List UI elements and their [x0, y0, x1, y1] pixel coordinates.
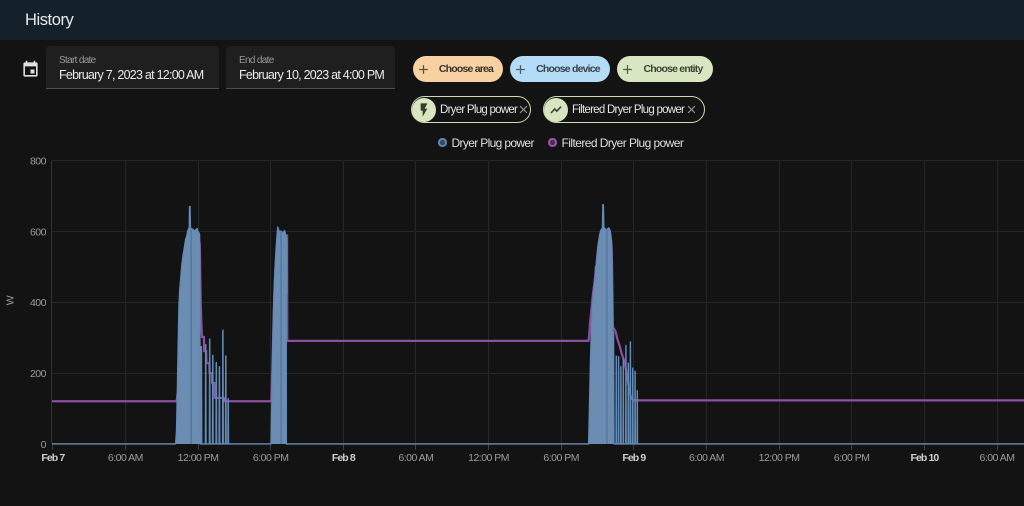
svg-text:6:00 PM: 6:00 PM	[834, 452, 870, 464]
svg-text:Feb 9: Feb 9	[622, 452, 646, 464]
svg-text:Feb 7: Feb 7	[41, 452, 65, 464]
svg-text:0: 0	[41, 439, 47, 451]
svg-text:400: 400	[30, 297, 47, 309]
svg-text:Feb 8: Feb 8	[332, 452, 356, 464]
svg-text:6:00 PM: 6:00 PM	[253, 452, 289, 464]
svg-text:600: 600	[30, 226, 47, 238]
svg-text:12:00 PM: 12:00 PM	[178, 452, 219, 464]
svg-text:Feb 10: Feb 10	[910, 452, 939, 464]
svg-text:12:00 PM: 12:00 PM	[468, 452, 509, 464]
svg-text:6:00 PM: 6:00 PM	[543, 452, 579, 464]
svg-text:6:00 AM: 6:00 AM	[398, 452, 433, 464]
svg-text:6:00 AM: 6:00 AM	[979, 452, 1014, 464]
svg-text:6:00 AM: 6:00 AM	[689, 452, 724, 464]
svg-text:12:00 PM: 12:00 PM	[759, 452, 800, 464]
svg-text:6:00 AM: 6:00 AM	[108, 452, 143, 464]
svg-text:W: W	[5, 295, 17, 305]
svg-text:800: 800	[30, 155, 47, 167]
svg-text:200: 200	[30, 368, 47, 380]
